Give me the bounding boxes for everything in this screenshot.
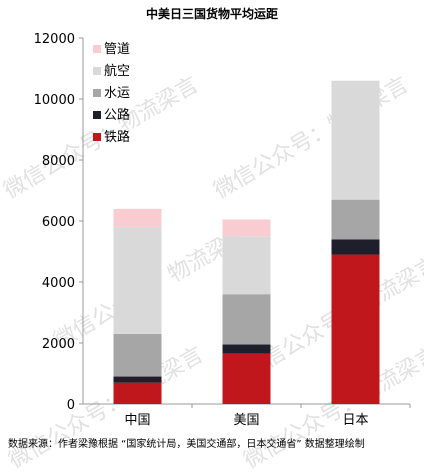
legend-label: 公路 [104, 107, 130, 123]
stacked-bar-chart: 中美日三国货物平均运距 0 2000 4000 6000 8000 10000 12000 中… [8, 6, 411, 450]
x-tick-label: 日本 [342, 413, 368, 428]
bar-segment [113, 333, 162, 377]
x-tick-label: 中国 [124, 413, 150, 428]
y-tick-label: 8000 [42, 154, 75, 169]
x-tick-label: 美国 [233, 413, 259, 428]
legend-swatch [93, 67, 101, 75]
y-tick-label: 2000 [42, 337, 75, 352]
bar-segment [113, 376, 162, 383]
legend-label: 航空 [104, 63, 130, 79]
bar-segment [222, 219, 271, 237]
chart-title: 中美日三国货物平均运距 [146, 6, 278, 21]
legend-swatch [93, 111, 101, 119]
bar-segment [113, 227, 162, 334]
bar-segment [222, 344, 271, 354]
bar-segment [331, 254, 380, 404]
legend-label: 铁路 [104, 129, 130, 145]
legend-label: 水运 [104, 86, 130, 101]
bar-segment [331, 80, 380, 200]
legend-swatch [93, 133, 101, 141]
y-tick-label: 12000 [34, 32, 75, 47]
bar-segment [113, 208, 162, 228]
bar-segment [222, 236, 271, 295]
bar-segment [222, 294, 271, 345]
source-note: 数据来源：作者梁豫根据 “国家统计局，美国交通部，日本交通省” 数据整理绘制 [8, 437, 365, 450]
y-tick-label: 6000 [42, 215, 75, 230]
bar-segment [222, 353, 271, 404]
bar-segment [331, 239, 380, 255]
legend-swatch [93, 89, 101, 97]
bar-segment [331, 199, 380, 240]
y-tick-label: 0 [67, 398, 75, 413]
y-tick-label: 4000 [42, 276, 75, 291]
y-tick-label: 10000 [34, 93, 75, 108]
legend-swatch [93, 45, 101, 53]
bar-segment [113, 382, 162, 404]
legend-label: 管道 [104, 42, 130, 57]
